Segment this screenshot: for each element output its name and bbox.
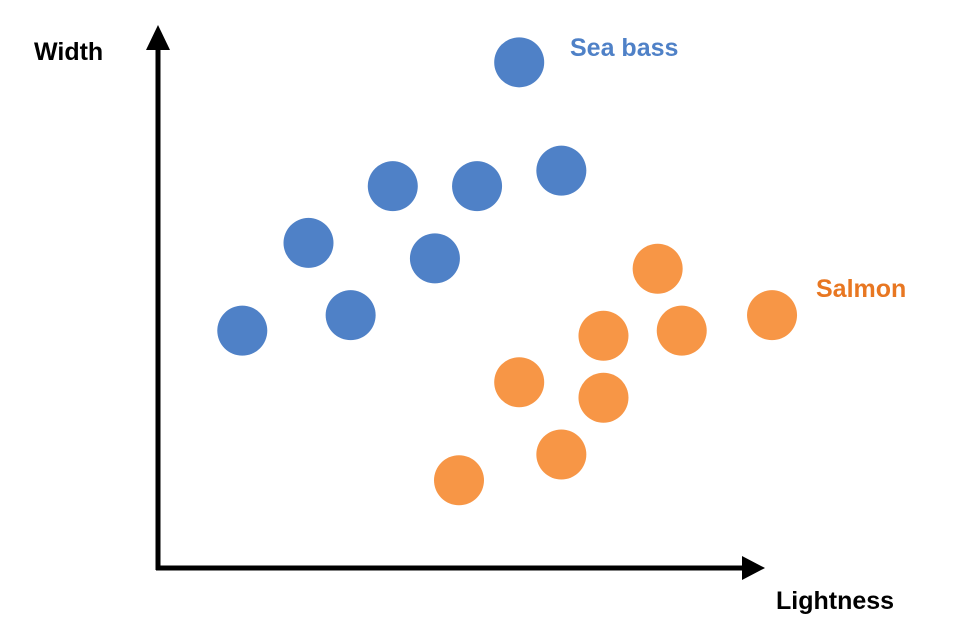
point-salmon-8 [747, 290, 798, 341]
point-sea-bass-7 [494, 37, 545, 88]
x-axis-label: Lightness [776, 587, 894, 615]
y-axis-label: Width [34, 38, 103, 66]
point-sea-bass-6 [452, 161, 503, 212]
point-sea-bass-2 [283, 217, 334, 268]
point-sea-bass-1 [217, 305, 268, 356]
point-salmon-1 [434, 455, 484, 506]
points-layer [217, 37, 798, 506]
series-label-salmon: Salmon [816, 275, 906, 303]
x-axis-arrow-icon [742, 556, 765, 580]
y-axis-arrow-icon [146, 25, 170, 50]
point-salmon-3 [536, 429, 587, 480]
point-sea-bass-8 [536, 145, 587, 196]
point-salmon-6 [632, 243, 683, 294]
point-sea-bass-5 [409, 233, 460, 284]
point-salmon-5 [578, 372, 629, 423]
point-sea-bass-3 [325, 290, 376, 341]
point-sea-bass-4 [367, 161, 418, 212]
point-salmon-2 [494, 357, 545, 408]
point-salmon-4 [578, 310, 629, 361]
series-label-sea-bass: Sea bass [570, 34, 678, 62]
point-salmon-7 [656, 305, 707, 356]
